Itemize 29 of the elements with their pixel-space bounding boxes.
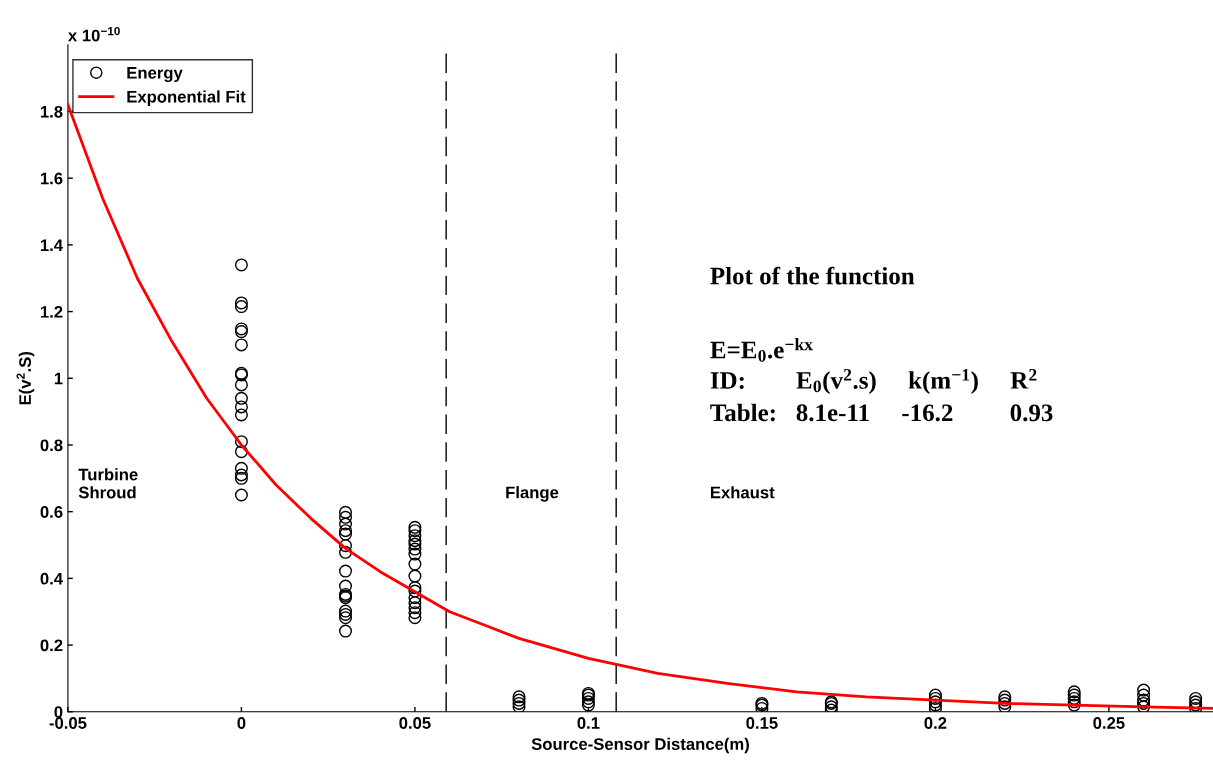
legend-label: Exponential Fit: [127, 90, 246, 106]
y-tick-label: 0.2: [40, 639, 63, 652]
legend-label: Energy: [127, 67, 183, 83]
x-tick-label: -0.05: [49, 717, 87, 729]
y-axis-title: E(v$^{2}$.S): [16, 351, 35, 405]
annotation: Plot of the function: [710, 266, 915, 285]
annotation: Turbine Shroud: [78, 468, 138, 499]
y-tick-label: 0.8: [40, 439, 63, 452]
annotation: Exhaust: [710, 486, 775, 499]
annotation: Flange: [506, 486, 559, 502]
x-tick-label: 0.15: [746, 717, 778, 729]
x-tick-label: 0.25: [1093, 717, 1125, 729]
y-tick-label: 1: [54, 372, 63, 385]
annotation: Table: 8.1e-11 -16.2 0.93: [710, 403, 1053, 422]
x-tick-label: 0: [237, 717, 246, 729]
annotation: E=E$_{0}$.e$^{−kx}$: [710, 338, 813, 362]
x-tick-label: 0.05: [399, 717, 431, 729]
text: x 10$^{−10}$: [68, 26, 120, 42]
annotation: ID: E$_{0}$(v$^{2}$.s) k(m$^{−1}$) R$^{2}$: [710, 368, 1037, 394]
x-axis-title: Source-Sensor Distance(m): [531, 737, 749, 754]
y-tick-label: 1.4: [40, 239, 63, 251]
y-tick-label: 1.8: [40, 105, 63, 118]
y-tick-label: 0.6: [40, 506, 63, 518]
y-tick-label: 1.6: [40, 172, 63, 185]
y-tick-label: 0: [54, 706, 63, 718]
x-tick-label: 0.2: [924, 717, 947, 729]
y-tick-label: 0.4: [40, 572, 63, 585]
y-tick-label: 1.2: [40, 305, 63, 318]
x-tick-label: 0.1: [577, 717, 600, 729]
